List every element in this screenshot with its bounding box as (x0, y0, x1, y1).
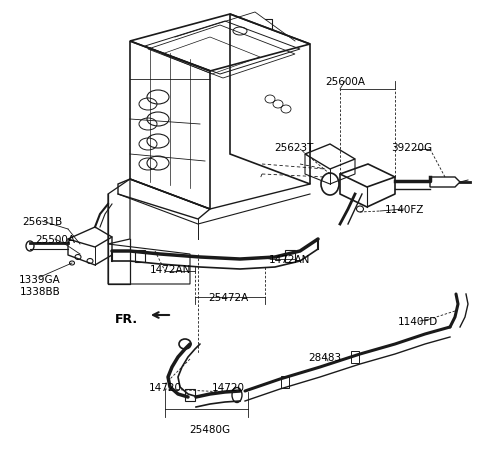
Bar (351, 351, 359, 363)
Text: 1338BB: 1338BB (20, 286, 60, 296)
Ellipse shape (357, 207, 363, 212)
Text: 1339GA: 1339GA (19, 274, 61, 284)
Text: 1472AN: 1472AN (149, 264, 191, 274)
Text: 1472AN: 1472AN (269, 254, 311, 264)
Ellipse shape (87, 259, 93, 264)
Text: 25623T: 25623T (274, 143, 314, 153)
Text: 25631B: 25631B (22, 217, 62, 227)
Ellipse shape (232, 388, 242, 403)
Text: 25480G: 25480G (190, 424, 230, 434)
Text: 25600A: 25600A (325, 77, 365, 87)
Ellipse shape (26, 242, 34, 252)
Text: 39220G: 39220G (391, 143, 432, 153)
Text: 25472A: 25472A (208, 293, 248, 302)
Ellipse shape (75, 255, 81, 260)
Text: 1140FZ: 1140FZ (384, 205, 424, 214)
Bar (185, 389, 195, 401)
Ellipse shape (70, 262, 74, 265)
Text: 14720: 14720 (148, 382, 181, 392)
Text: 1140FD: 1140FD (398, 316, 438, 326)
Bar (281, 376, 289, 388)
Text: 25500A: 25500A (35, 234, 75, 244)
Bar (135, 250, 145, 263)
Text: 14720: 14720 (212, 382, 244, 392)
Bar (285, 250, 295, 263)
Ellipse shape (179, 339, 191, 349)
Text: FR.: FR. (115, 313, 138, 326)
Text: 28483: 28483 (309, 352, 342, 362)
